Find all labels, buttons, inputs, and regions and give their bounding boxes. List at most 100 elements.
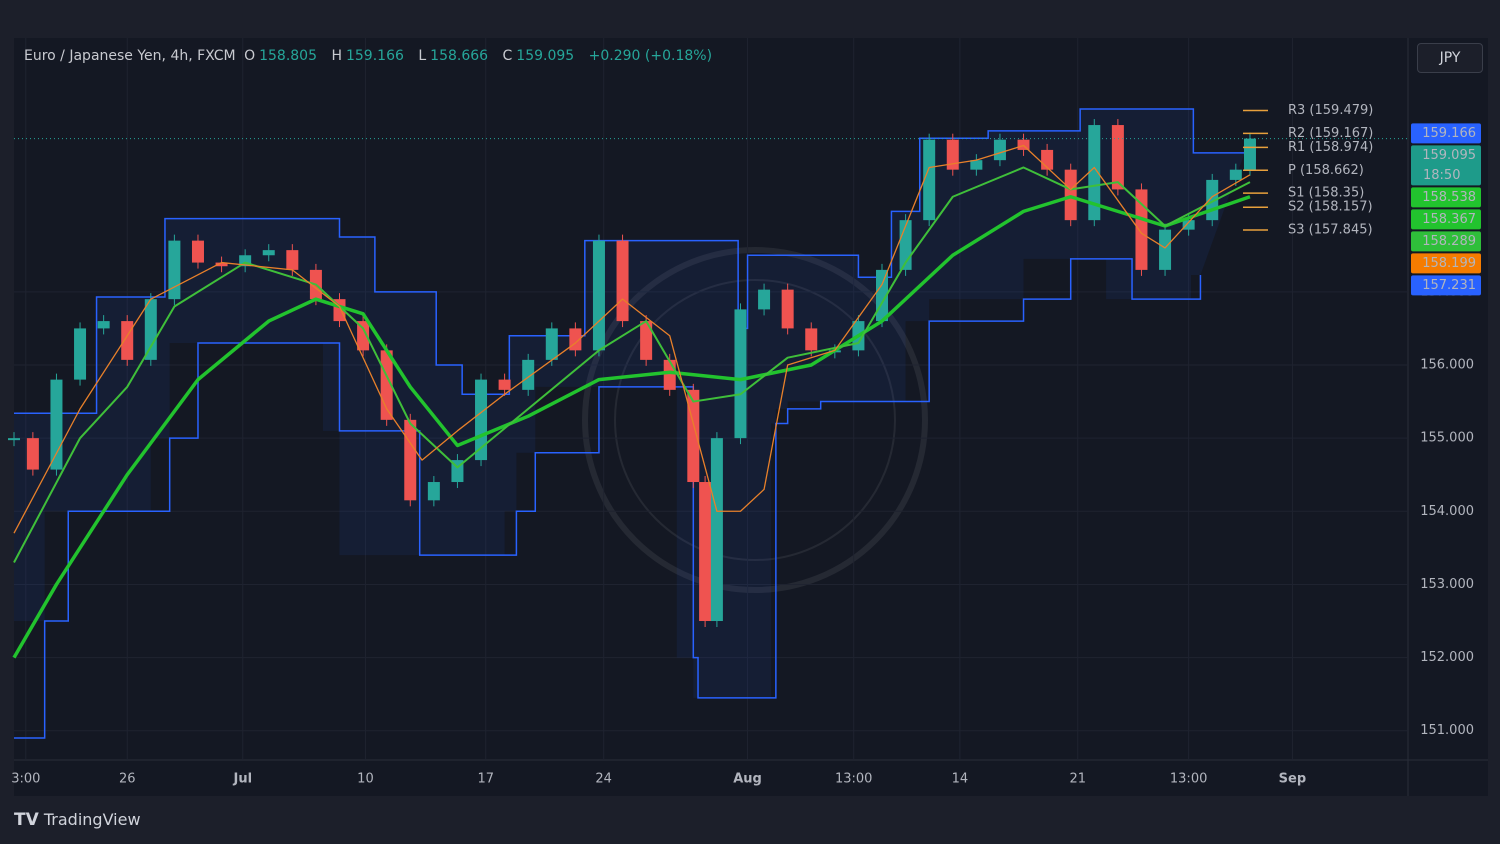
currency-button[interactable]: JPY <box>1417 43 1483 73</box>
moving-average <box>13 166 1251 563</box>
candle <box>993 139 1006 161</box>
plot-area: 151.000 152.000 153.000 154.000 155.000 156.0… <box>8 38 1481 787</box>
pivot-label: R3 (159.479) <box>1288 103 1373 118</box>
candle <box>522 359 535 390</box>
x-tick-label: 13:00 <box>835 772 872 787</box>
x-tick-label: 24 <box>595 772 612 787</box>
candle <box>699 482 712 622</box>
pivot-label: S2 (158.157) <box>1288 200 1373 215</box>
ohlc-label: C <box>502 48 513 64</box>
ohlc-value: 158.666 <box>430 48 489 64</box>
logo-mark: TV <box>14 810 39 830</box>
price-label-box <box>1411 145 1481 186</box>
x-tick-label: Jul <box>233 772 253 787</box>
ohlc-value: 159.166 <box>345 48 404 64</box>
candle <box>1182 220 1195 230</box>
brand-logo[interactable]: TV TradingView <box>14 810 141 830</box>
candle <box>970 160 983 170</box>
ohlc-value: 159.095 <box>516 48 575 64</box>
candle <box>1017 139 1030 150</box>
x-tick-label: 3:00 <box>11 772 40 787</box>
candle <box>1159 229 1172 270</box>
price-label-box <box>1411 209 1481 230</box>
pivot-label: S1 (158.35) <box>1288 186 1364 201</box>
candle <box>946 139 959 170</box>
x-tick-label: 17 <box>477 772 494 787</box>
y-tick-label: 156.000 <box>1420 357 1474 372</box>
candle <box>427 482 440 501</box>
ohlc-label: O <box>244 48 256 64</box>
brand-name: TradingView <box>43 810 141 829</box>
moving-average <box>13 144 1251 534</box>
candle <box>781 289 794 329</box>
candle <box>50 379 63 470</box>
candle <box>286 250 299 270</box>
price-label-box <box>1411 275 1481 296</box>
price-label-box <box>1411 231 1481 252</box>
candle <box>1135 189 1148 270</box>
y-tick-label: 155.000 <box>1420 431 1474 446</box>
price-label: 158.199 <box>1422 256 1476 271</box>
y-tick-label: 151.000 <box>1420 723 1474 738</box>
price-label: 158.289 <box>1422 234 1476 249</box>
price-label: 158.367 <box>1422 212 1476 227</box>
candle <box>74 328 87 380</box>
candle <box>97 321 110 329</box>
countdown-label: 18:50 <box>1423 168 1460 183</box>
candle <box>239 255 252 267</box>
price-label: 158.538 <box>1422 190 1476 205</box>
candle <box>734 309 747 439</box>
candle <box>357 321 370 351</box>
candle <box>592 240 605 351</box>
price-label-box <box>1411 253 1481 274</box>
pivot-label: R1 (158.974) <box>1288 140 1373 155</box>
candle <box>687 389 700 483</box>
candle <box>121 321 134 360</box>
candle <box>191 240 204 263</box>
candle <box>404 419 417 501</box>
x-tick-label: 21 <box>1070 772 1087 787</box>
price-label-box <box>1411 123 1481 144</box>
candle <box>215 262 228 267</box>
candle <box>710 438 723 622</box>
candle <box>640 321 653 360</box>
candle <box>758 289 771 310</box>
x-tick-label: Aug <box>733 772 762 787</box>
candle <box>8 438 20 441</box>
x-tick-label: 26 <box>119 772 136 787</box>
pivot-label: P (158.662) <box>1288 163 1364 178</box>
candle <box>475 379 488 461</box>
candle <box>545 328 558 360</box>
x-tick-label: 13:00 <box>1170 772 1207 787</box>
moving-average <box>12 194 1251 659</box>
candle <box>1088 125 1101 221</box>
x-tick-label: Sep <box>1279 772 1307 787</box>
candle <box>144 299 157 360</box>
price-label: 159.095 <box>1422 148 1476 163</box>
watermark <box>582 247 928 593</box>
candle <box>1229 169 1242 180</box>
change: +0.290 (+0.18%) <box>588 48 713 64</box>
x-tick-label: 10 <box>357 772 374 787</box>
candle <box>1064 169 1077 221</box>
pivot-label: S3 (157.845) <box>1288 223 1373 238</box>
x-tick-label: 14 <box>952 772 969 787</box>
chart-panel <box>14 38 1488 796</box>
y-tick-label: 152.000 <box>1420 650 1474 665</box>
candle <box>262 250 275 256</box>
candle <box>805 328 818 351</box>
candle <box>498 379 511 390</box>
price-label: 159.166 <box>1422 126 1476 141</box>
y-tick-label: 154.000 <box>1420 504 1474 519</box>
pivot-label: R2 (159.167) <box>1288 126 1373 141</box>
candle <box>1111 125 1124 190</box>
candle <box>26 438 39 470</box>
ohlc-label: H <box>331 48 342 64</box>
candle <box>616 240 629 322</box>
price-label-box <box>1411 187 1481 208</box>
ohlc-value: 158.805 <box>259 48 317 64</box>
ohlc-label: L <box>418 48 427 64</box>
candle <box>1243 138 1256 170</box>
